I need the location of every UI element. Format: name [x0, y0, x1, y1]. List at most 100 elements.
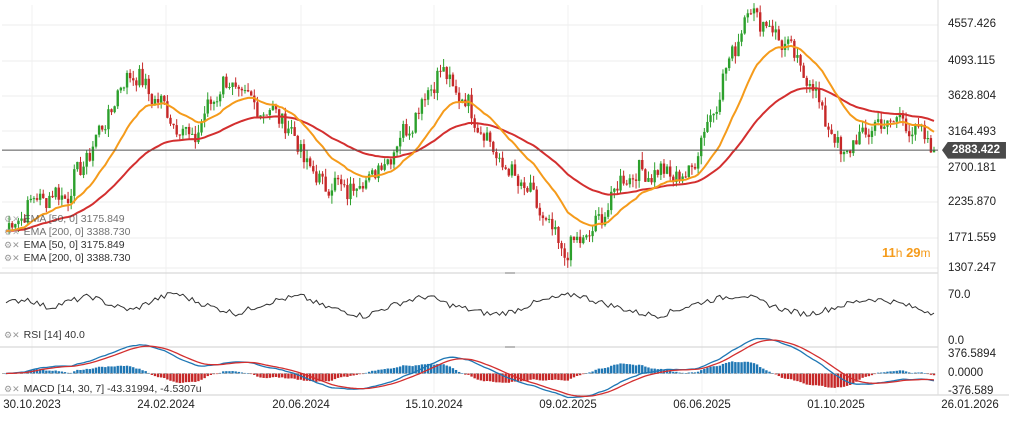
macd-histogram-bar — [758, 367, 762, 374]
candle-body — [672, 176, 675, 182]
macd-histogram-bar — [94, 367, 98, 374]
candle-body — [839, 137, 843, 155]
candle-body — [827, 126, 830, 130]
candle-body — [668, 166, 672, 177]
macd-histogram-bar — [333, 373, 337, 380]
macd-histogram-bar — [727, 362, 731, 374]
macd-histogram-bar — [780, 373, 784, 378]
macd-histogram-bar — [324, 373, 327, 382]
macd-histogram-bar — [876, 372, 880, 374]
macd-histogram-bar — [591, 371, 594, 374]
macd-histogram-bar — [526, 373, 529, 381]
candle-body — [588, 235, 591, 237]
candle-body — [752, 8, 756, 14]
macd-histogram-bar — [113, 366, 116, 374]
macd-histogram-bar — [712, 366, 715, 374]
macd-histogram-bar — [852, 373, 855, 384]
candle-body — [45, 198, 48, 209]
macd-histogram-bar — [684, 373, 687, 374]
settings-icon[interactable]: ⚙✕ — [4, 330, 20, 340]
settings-icon[interactable]: ⚙✕ — [4, 384, 20, 394]
ema200-legend-shadow: EMA [200, 0] 3388.730 — [23, 226, 131, 238]
candle-body — [82, 166, 85, 176]
macd-histogram-bar — [883, 372, 886, 374]
candle-body — [929, 138, 933, 153]
macd-histogram-bar — [454, 369, 458, 374]
candle-body — [526, 187, 529, 192]
candle-body — [333, 177, 337, 191]
candle-body — [175, 125, 178, 135]
candle-body — [206, 99, 209, 114]
candle-body — [296, 135, 299, 152]
macd-histogram-bar — [277, 373, 281, 378]
candle-countdown: 11h 29m — [882, 245, 931, 260]
macd-histogram-bar — [132, 367, 135, 374]
candle-body — [107, 109, 110, 130]
candle-body — [520, 182, 523, 186]
macd-histogram-bar — [532, 373, 535, 380]
settings-icon[interactable]: ⚙✕ — [4, 214, 20, 224]
settings-icon[interactable]: ⚙✕ — [4, 227, 20, 237]
macd-histogram-bar — [510, 373, 514, 382]
macd-histogram-bar — [923, 373, 926, 374]
macd-histogram-bar — [144, 371, 147, 374]
macd-histogram-bar — [737, 362, 740, 374]
x-tick-label: 06.06.2025 — [673, 399, 731, 411]
candle-body — [73, 169, 76, 196]
candle-body — [128, 72, 132, 79]
candle-body — [116, 90, 119, 107]
candle-body — [625, 183, 628, 185]
macd-histogram-bar — [79, 370, 82, 374]
candle-body — [69, 195, 73, 204]
macd-histogram-bar — [206, 373, 209, 377]
candle-body — [513, 164, 517, 176]
macd-histogram-bar — [135, 368, 138, 374]
macd-histogram-bar — [408, 365, 411, 374]
candle-body — [582, 237, 585, 244]
macd-histogram-bar — [588, 372, 591, 374]
candle-body — [889, 120, 892, 122]
candle-body — [659, 163, 663, 175]
settings-icon[interactable]: ⚙✕ — [4, 253, 20, 263]
candle-body — [740, 33, 743, 42]
macd-histogram-bar — [237, 371, 240, 374]
candle-body — [138, 68, 141, 86]
candle-body — [771, 25, 774, 33]
candle-body — [734, 46, 737, 57]
candle-body — [852, 140, 855, 154]
candle-body — [715, 111, 718, 114]
candle-body — [110, 109, 113, 113]
candle-body — [855, 140, 858, 145]
macd-histogram-bar — [457, 371, 461, 374]
macd-histogram-bar — [383, 369, 386, 374]
candle-body — [653, 170, 656, 183]
pane-resize-handle[interactable] — [505, 346, 515, 348]
candle-body — [147, 78, 150, 95]
pane-resize-handle[interactable] — [505, 272, 515, 274]
candle-body — [529, 182, 532, 192]
candle-body — [392, 152, 396, 165]
candle-body — [501, 157, 504, 168]
macd-histogram-bar — [731, 361, 734, 374]
macd-histogram-bar — [104, 367, 107, 374]
macd-histogram-bar — [69, 372, 73, 374]
candle-body — [265, 114, 268, 116]
candle-body — [448, 74, 452, 80]
macd-histogram-bar — [520, 373, 523, 382]
candle-body — [60, 195, 64, 200]
macd-histogram-bar — [827, 373, 830, 388]
candle-body — [547, 218, 551, 220]
settings-icon[interactable]: ⚙✕ — [4, 240, 20, 250]
candle-body — [346, 185, 349, 200]
macd-histogram-bar — [296, 373, 299, 380]
candle-body — [249, 91, 253, 96]
macd-histogram-bar — [358, 373, 362, 375]
macd-histogram-bar — [389, 368, 393, 374]
macd-histogram-bar — [110, 366, 113, 374]
macd-histogram-bar — [228, 371, 231, 374]
x-tick-label: 09.02.2025 — [539, 399, 597, 411]
macd-histogram-bar — [613, 364, 616, 374]
macd-histogram-bar — [755, 364, 759, 374]
macd-histogram-bar — [45, 370, 48, 374]
